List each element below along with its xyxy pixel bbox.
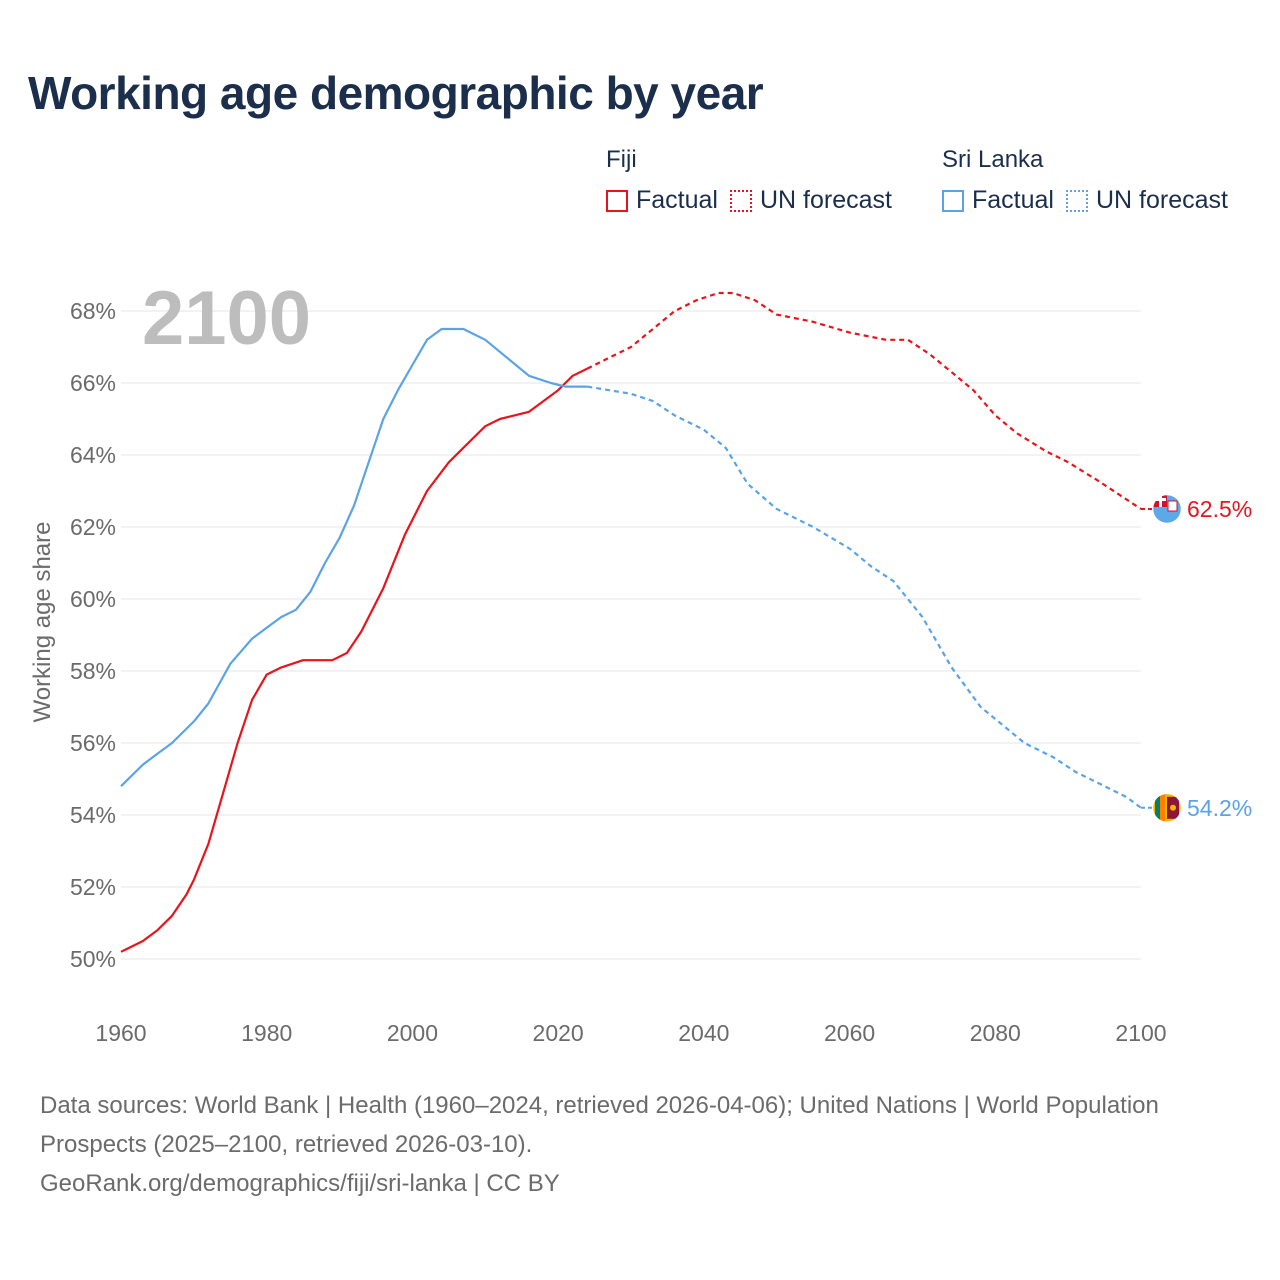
legend-group-fiji: Fiji Factual UN forecast (606, 144, 904, 215)
y-tick-label: 64% (70, 442, 116, 468)
series-lines (120, 291, 1142, 953)
x-tick-label: 1960 (95, 1020, 146, 1046)
y-tick-label: 60% (70, 586, 116, 612)
y-tick-label: 56% (70, 730, 116, 756)
x-tick-label: 1980 (241, 1020, 292, 1046)
y-tick-label: 54% (70, 802, 116, 828)
fiji-flag-icon (1152, 494, 1182, 524)
legend-fiji-factual[interactable]: Factual (606, 186, 718, 215)
series-line-fiji-forecast[interactable] (586, 291, 1142, 510)
y-tick-label: 50% (70, 946, 116, 972)
legend-group-name: Fiji (606, 146, 637, 173)
year-label: 2100 (142, 276, 311, 361)
y-tick-label: 52% (70, 874, 116, 900)
x-tick-labels: 1960 1980 2000 2020 2040 2060 2080 2100 (95, 1020, 1166, 1046)
x-tick-label: 2100 (1115, 1020, 1166, 1046)
grid-lines (121, 310, 1141, 960)
y-tick-label: 68% (70, 298, 116, 324)
end-value-label-sri-lanka: 54.2% (1187, 795, 1252, 821)
legend-sri-lanka-factual[interactable]: Factual (942, 186, 1054, 215)
legend-label: UN forecast (1095, 186, 1228, 214)
legend-label: UN forecast (759, 186, 892, 214)
legend-swatch-dotted (1065, 189, 1088, 212)
data-sources: Data sources: World Bank | Health (1960–… (40, 1092, 1159, 1158)
x-tick-label: 2040 (678, 1020, 729, 1046)
legend-fiji-forecast[interactable]: UN forecast (729, 186, 892, 215)
series-line-sri-lanka-forecast[interactable] (587, 385, 1142, 809)
legend-group-sri-lanka: Sri Lanka Factual UN forecast (942, 144, 1240, 215)
x-tick-label: 2020 (533, 1020, 584, 1046)
legend-sri-lanka-forecast[interactable]: UN forecast (1065, 186, 1228, 215)
legend-swatch-solid (942, 189, 964, 212)
legend-group-name: Sri Lanka (942, 146, 1044, 173)
attribution-link[interactable]: GeoRank.org/demographics/fiji/sri-lanka … (40, 1170, 560, 1197)
footer: Data sources: World Bank | Health (1960–… (40, 1086, 1160, 1203)
series-line-sri-lanka-factual[interactable] (120, 327, 588, 787)
y-tick-labels: 50% 52% 54% 56% 58% 60% 62% 64% 66% 68% (70, 298, 116, 972)
chart-title: Working age demographic by year (28, 67, 764, 119)
legend-label: Factual (972, 186, 1054, 214)
x-tick-label: 2060 (824, 1020, 875, 1046)
end-markers: 62.5% 54.2% (1141, 494, 1252, 823)
x-tick-label: 2080 (970, 1020, 1021, 1046)
sri-lanka-flag-icon (1152, 793, 1182, 823)
legend-label: Factual (636, 186, 718, 214)
y-axis-label: Working age share (29, 522, 56, 723)
legend-swatch-solid (606, 189, 628, 212)
y-tick-label: 58% (70, 658, 116, 684)
y-tick-label: 62% (70, 514, 116, 540)
line-chart: 2100 50% 52% 54% 56% 58% 60% 62% 64% 66% 68% 1960… (29, 276, 1252, 1046)
y-tick-label: 66% (70, 370, 116, 396)
x-tick-label: 2000 (387, 1020, 438, 1046)
end-value-label-fiji: 62.5% (1187, 496, 1252, 522)
legend-swatch-dotted (729, 189, 752, 212)
series-line-fiji-factual[interactable] (120, 367, 588, 953)
